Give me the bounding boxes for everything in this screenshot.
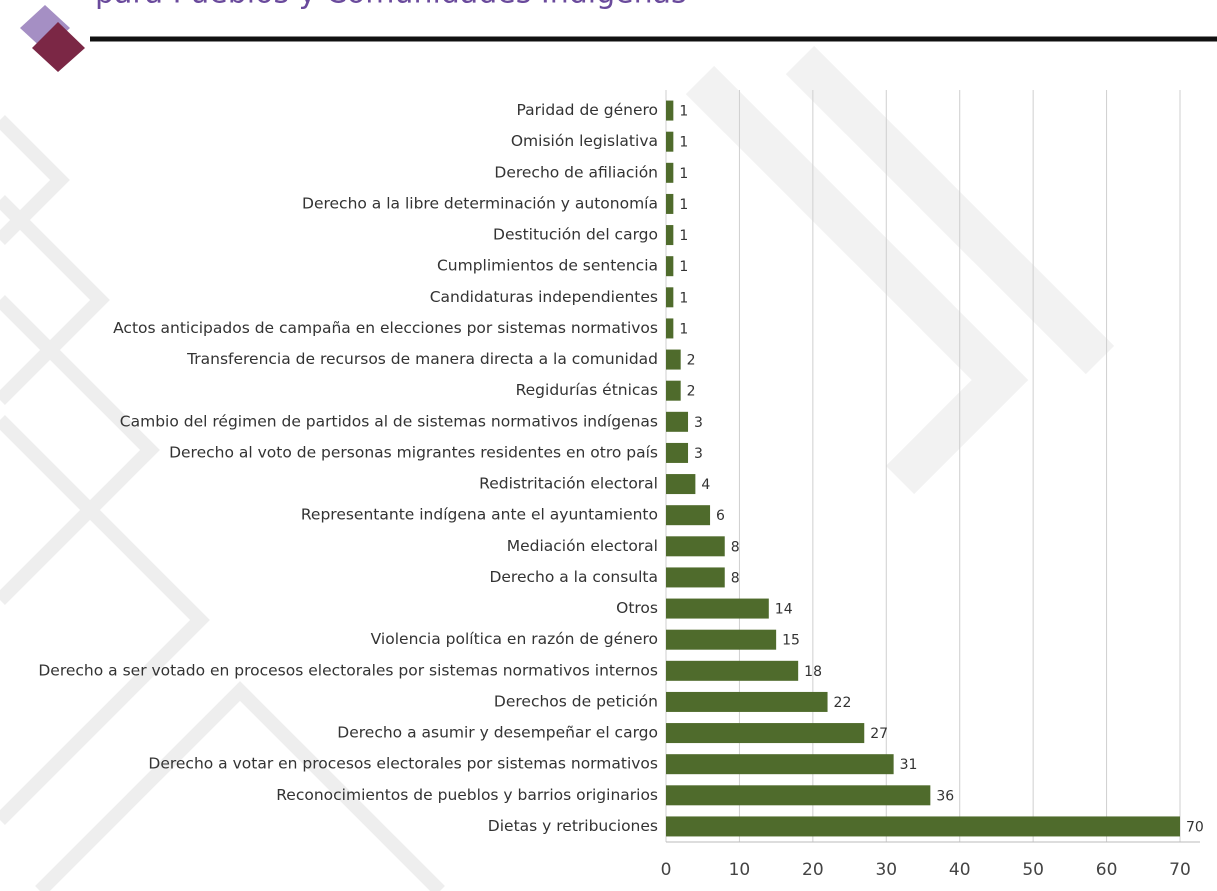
x-tick-label: 50 (1022, 860, 1044, 880)
data-label: 14 (775, 602, 793, 618)
y-tick-label: Cumplimientos de sentencia (437, 257, 658, 275)
data-label: 27 (870, 726, 888, 742)
background-decoration (0, 45, 1115, 891)
bar (666, 193, 674, 214)
data-label: 1 (679, 166, 688, 182)
bar (666, 256, 674, 277)
data-label: 1 (679, 259, 688, 275)
data-label: 31 (900, 757, 918, 773)
y-tick-label: Derecho a ser votado en procesos elector… (38, 661, 658, 679)
y-tick-label: Derecho al voto de personas migrantes re… (169, 443, 658, 461)
y-tick-label: Otros (616, 599, 658, 617)
y-tick-label: Derecho a la libre determinación y auton… (302, 194, 658, 212)
y-tick-label: Derecho de afiliación (494, 163, 658, 181)
bar (666, 660, 799, 681)
x-tick-label: 40 (949, 860, 971, 880)
y-tick-label: Dietas y retribuciones (488, 817, 658, 835)
data-label: 15 (782, 633, 800, 649)
data-label: 1 (679, 321, 688, 337)
bar (666, 411, 689, 432)
chart-title: para Pueblos y Comunidades Indígenas (95, 0, 687, 11)
bar (666, 723, 865, 744)
data-label: 6 (716, 508, 725, 524)
data-label: 1 (679, 228, 688, 244)
y-tick-label: Cambio del régimen de partidos al de sis… (120, 412, 658, 430)
y-tick-label: Derecho a asumir y desempeñar el cargo (337, 724, 658, 742)
data-label: 2 (687, 384, 696, 400)
y-tick-label: Transferencia de recursos de manera dire… (186, 350, 658, 368)
data-label: 1 (679, 104, 688, 120)
y-tick-label: Derecho a la consulta (489, 568, 658, 586)
data-label: 8 (731, 570, 740, 586)
y-tick-label: Actos anticipados de campaña en eleccion… (113, 319, 658, 337)
x-tick-label: 30 (875, 860, 897, 880)
bar (666, 442, 689, 463)
data-label: 22 (834, 695, 852, 711)
bar (666, 100, 674, 121)
y-tick-label: Representante indígena ante el ayuntamie… (301, 506, 658, 524)
bar (666, 536, 725, 557)
bar (666, 162, 674, 183)
y-tick-label: Candidaturas independientes (430, 288, 658, 306)
bar (666, 318, 674, 339)
data-label: 1 (679, 290, 688, 306)
data-label: 70 (1186, 819, 1204, 835)
data-label: 1 (679, 135, 688, 151)
y-tick-label: Derechos de petición (494, 692, 658, 710)
x-tick-label: 60 (1096, 860, 1118, 880)
bar (666, 287, 674, 308)
bar (666, 629, 777, 650)
x-tick-label: 70 (1169, 860, 1191, 880)
bar (666, 505, 711, 526)
data-label: 3 (694, 446, 703, 462)
x-tick-label: 0 (661, 860, 672, 880)
bar (666, 474, 696, 495)
y-tick-label: Mediación electoral (507, 537, 658, 555)
bar (666, 349, 681, 370)
data-label: 2 (687, 353, 696, 369)
y-tick-label: Omisión legislativa (511, 132, 658, 150)
x-tick-label: 20 (802, 860, 824, 880)
y-tick-label: Regidurías étnicas (516, 381, 658, 399)
logo (20, 5, 85, 72)
y-tick-label: Derecho a votar en procesos electorales … (148, 755, 658, 773)
bar (666, 691, 828, 712)
y-tick-label: Violencia política en razón de género (371, 630, 658, 648)
data-label: 4 (701, 477, 710, 493)
bar (666, 380, 681, 401)
bar (666, 785, 931, 806)
bar (666, 754, 894, 775)
bar (666, 598, 769, 619)
bar (666, 816, 1180, 837)
bar (666, 131, 674, 152)
data-label: 18 (804, 664, 822, 680)
bar (666, 567, 725, 588)
y-tick-label: Destitución del cargo (493, 226, 658, 244)
data-label: 36 (936, 788, 954, 804)
data-label: 8 (731, 539, 740, 555)
data-label: 3 (694, 415, 703, 431)
x-tick-label: 10 (729, 860, 751, 880)
y-tick-label: Paridad de género (517, 101, 658, 119)
y-tick-label: Redistritación electoral (479, 475, 658, 493)
bar (666, 225, 674, 246)
y-tick-label: Reconocimientos de pueblos y barrios ori… (276, 786, 658, 804)
data-label: 1 (679, 197, 688, 213)
